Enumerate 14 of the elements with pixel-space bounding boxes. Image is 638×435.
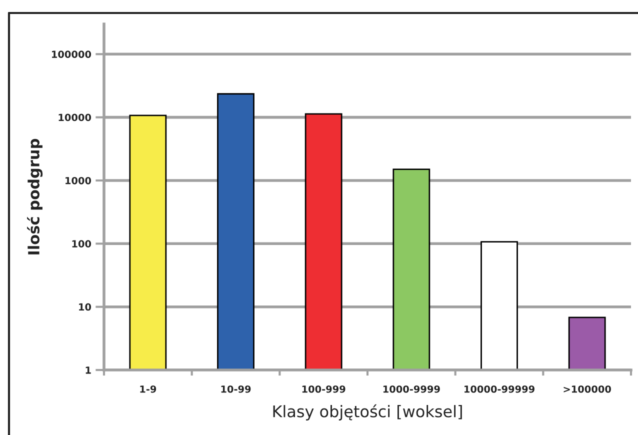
y-axis-title: Ilość podgrup (27, 138, 43, 254)
y-tick-label: 1000 (66, 176, 92, 184)
y-tick-label: 100000 (52, 50, 92, 58)
y-tick-label: 10000 (58, 114, 92, 122)
x-tick-label: 1-9 (140, 385, 156, 393)
x-axis-title: Klasy objętości [woksel] (273, 404, 462, 421)
x-tick-label: 10-99 (221, 385, 251, 393)
y-tick-label: 100 (72, 240, 92, 248)
x-tick-label: 100-999 (302, 385, 346, 393)
x-tick-label: 10000-99999 (464, 385, 534, 393)
y-tick-label: 10 (79, 303, 92, 311)
y-tick-label: 1 (86, 366, 91, 374)
x-tick-label: >100000 (564, 385, 611, 393)
x-tick-label: 1000-9999 (383, 385, 440, 393)
